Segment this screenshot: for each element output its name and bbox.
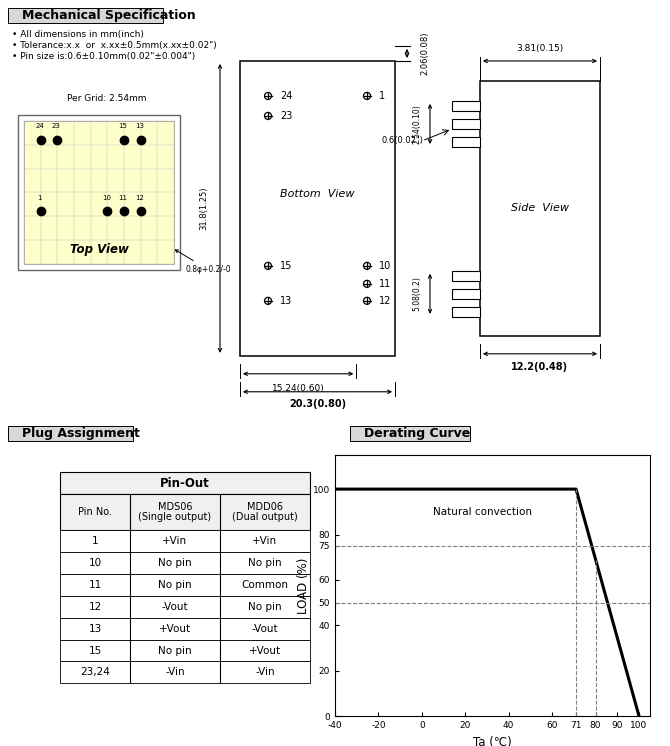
Bar: [60, 472, 310, 495]
Text: +Vin: +Vin: [162, 536, 188, 546]
FancyBboxPatch shape: [8, 426, 133, 441]
Bar: [8, 427, 18, 438]
Text: 12: 12: [135, 195, 144, 201]
Text: 31.8(1.25): 31.8(1.25): [200, 186, 208, 230]
Bar: [60, 662, 310, 683]
Text: (Single output): (Single output): [139, 513, 212, 522]
Text: -Vout: -Vout: [161, 602, 188, 612]
Text: 1: 1: [38, 195, 42, 201]
Text: 15: 15: [88, 645, 102, 656]
Bar: [452, 101, 480, 111]
Text: 15: 15: [119, 123, 127, 129]
Text: • All dimensions in mm(inch): • All dimensions in mm(inch): [12, 30, 144, 39]
Bar: [350, 427, 360, 438]
Bar: [18, 115, 180, 270]
Bar: [60, 530, 310, 552]
Text: 1: 1: [379, 91, 385, 101]
Text: -Vin: -Vin: [255, 668, 275, 677]
Text: 2.06(0.08): 2.06(0.08): [420, 32, 429, 75]
FancyBboxPatch shape: [8, 8, 163, 23]
Text: 12.2(0.48): 12.2(0.48): [511, 362, 569, 372]
Text: 10: 10: [88, 558, 102, 568]
Text: MDD06: MDD06: [247, 502, 283, 513]
Text: 3.81(0.15): 3.81(0.15): [517, 44, 563, 53]
Text: Derating Curve: Derating Curve: [364, 427, 470, 439]
Bar: [240, 61, 395, 356]
Text: 1: 1: [92, 536, 98, 546]
Text: Natural convection: Natural convection: [433, 507, 532, 517]
Text: Per Grid: 2.54mm: Per Grid: 2.54mm: [68, 94, 147, 103]
Bar: [24, 121, 174, 264]
Bar: [60, 639, 310, 662]
Text: No pin: No pin: [248, 602, 282, 612]
Text: 2.54(0.10): 2.54(0.10): [413, 104, 421, 144]
Text: +Vout: +Vout: [249, 645, 281, 656]
Text: 24: 24: [280, 91, 292, 101]
Text: +Vin: +Vin: [253, 536, 277, 546]
Text: 10: 10: [379, 261, 391, 271]
Text: 20.3(0.80): 20.3(0.80): [289, 399, 346, 409]
Text: 13: 13: [88, 624, 102, 633]
Text: 12: 12: [379, 296, 391, 306]
Bar: [452, 119, 480, 129]
Bar: [60, 618, 310, 639]
Bar: [480, 81, 600, 336]
Text: Top View: Top View: [70, 243, 129, 257]
Text: 23,24: 23,24: [80, 668, 110, 677]
Bar: [60, 552, 310, 574]
Text: 24: 24: [36, 123, 44, 129]
Text: MDS06: MDS06: [157, 502, 192, 513]
Bar: [452, 307, 480, 317]
Bar: [60, 596, 310, 618]
Text: • Pin size is:0.6±0.10mm(0.02"±0.004"): • Pin size is:0.6±0.10mm(0.02"±0.004"): [12, 52, 195, 61]
Text: Bottom  View: Bottom View: [280, 189, 354, 198]
Text: Pin-Out: Pin-Out: [160, 477, 210, 490]
Text: -Vin: -Vin: [165, 668, 185, 677]
Text: 15: 15: [280, 261, 292, 271]
Text: 13: 13: [135, 123, 144, 129]
Text: 15.24(0.60): 15.24(0.60): [272, 383, 324, 393]
Text: 11: 11: [119, 195, 127, 201]
Text: Mechanical Specification: Mechanical Specification: [22, 9, 196, 22]
Text: 13: 13: [280, 296, 292, 306]
Bar: [452, 289, 480, 299]
Text: 0.8φ+0.2/-0: 0.8φ+0.2/-0: [176, 250, 230, 274]
Text: Side  View: Side View: [511, 204, 569, 213]
Bar: [8, 10, 18, 20]
Text: 11: 11: [379, 279, 391, 289]
Text: 10: 10: [102, 195, 111, 201]
Text: 5.08(0.2): 5.08(0.2): [413, 277, 421, 311]
Bar: [452, 137, 480, 147]
Bar: [60, 574, 310, 596]
Bar: [452, 271, 480, 280]
Text: Plug Assignment: Plug Assignment: [22, 427, 140, 439]
Text: Common: Common: [241, 580, 289, 590]
Text: 23: 23: [52, 123, 61, 129]
Text: (Dual output): (Dual output): [232, 513, 298, 522]
Text: 0.6(0.02"): 0.6(0.02"): [381, 137, 423, 145]
Text: Pin No.: Pin No.: [78, 507, 112, 517]
Text: -Vout: -Vout: [252, 624, 278, 633]
Y-axis label: LOAD (%): LOAD (%): [297, 557, 310, 614]
Text: 11: 11: [88, 580, 102, 590]
Text: +Vout: +Vout: [159, 624, 191, 633]
Text: 12: 12: [88, 602, 102, 612]
Text: No pin: No pin: [248, 558, 282, 568]
Text: 23: 23: [280, 111, 292, 121]
Text: No pin: No pin: [158, 558, 192, 568]
X-axis label: Ta (℃): Ta (℃): [473, 736, 512, 746]
Text: No pin: No pin: [158, 580, 192, 590]
Bar: [60, 495, 310, 530]
Text: • Tolerance:x.x  or  x.xx±0.5mm(x.xx±0.02"): • Tolerance:x.x or x.xx±0.5mm(x.xx±0.02"…: [12, 41, 217, 50]
FancyBboxPatch shape: [350, 426, 470, 441]
Text: No pin: No pin: [158, 645, 192, 656]
